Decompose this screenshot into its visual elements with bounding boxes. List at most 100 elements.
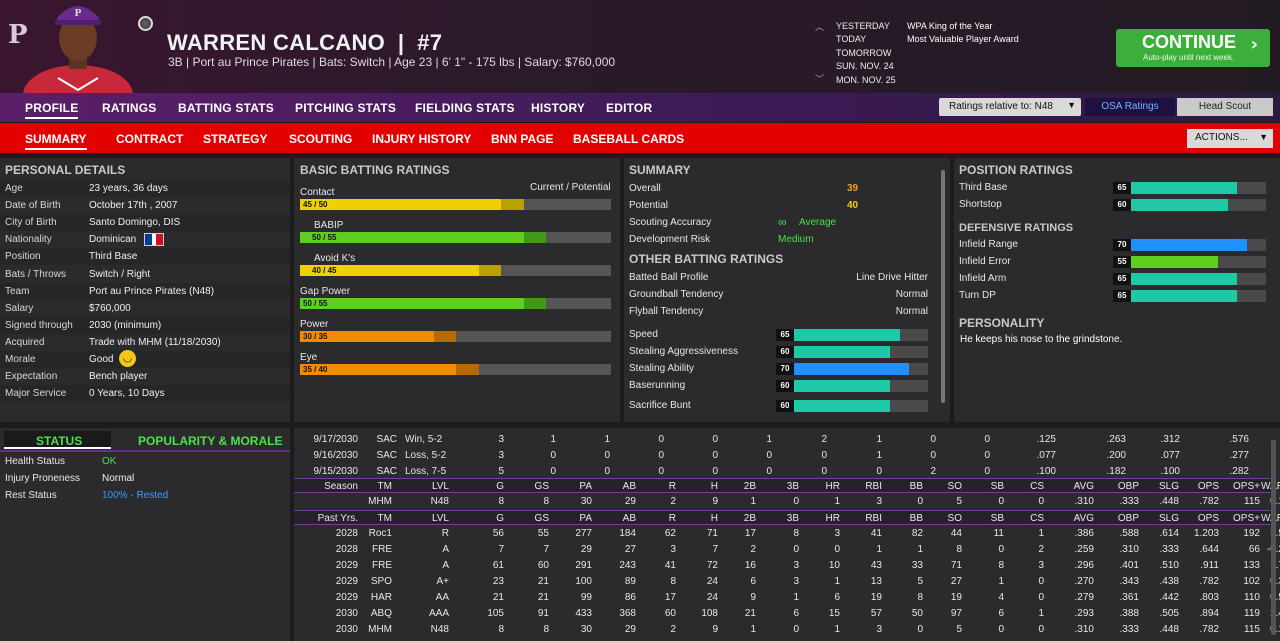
detail-label: Nationality	[5, 234, 52, 246]
stats-cell: 29	[624, 496, 636, 507]
tab-strategy[interactable]: STRATEGY	[203, 132, 268, 146]
actions-dropdown[interactable]: ACTIONS... ▼	[1187, 129, 1273, 148]
date-item[interactable]: TODAY	[836, 34, 867, 45]
tab-ratings[interactable]: RATINGS	[102, 101, 157, 115]
game-cell: 0	[712, 450, 718, 461]
date-item[interactable]: TOMORROW	[836, 47, 892, 58]
tab-profile[interactable]: PROFILE	[25, 101, 79, 119]
column-header: SLG	[1158, 481, 1179, 492]
stats-cell: 0	[793, 624, 799, 635]
stats-cell: 2	[1038, 544, 1044, 555]
ratings-relative-select[interactable]: Ratings relative to: N48 ▼	[939, 98, 1081, 116]
date-list[interactable]: YESTERDAY TODAY TOMORROW SUN. NOV. 24 MO…	[836, 20, 896, 87]
tab-summary[interactable]: SUMMARY	[25, 132, 87, 150]
detail-value: 0 Years, 10 Days	[89, 388, 165, 400]
stats-cell: 7	[712, 544, 718, 555]
column-header: R	[668, 481, 676, 492]
chevron-up-icon[interactable]: ︿	[815, 22, 825, 32]
stats-cell: 0	[998, 624, 1004, 635]
detail-value: Switch / Right	[89, 268, 151, 280]
detail-value: Good	[89, 354, 114, 365]
current-fill	[300, 364, 457, 375]
date-item[interactable]: YESTERDAY	[836, 21, 890, 31]
tab-fielding-stats[interactable]: FIELDING STATS	[415, 101, 515, 115]
date-item[interactable]: SUN. NOV. 24	[836, 61, 894, 72]
detail-value: Bench player	[89, 371, 148, 383]
stats-cell: 2030	[335, 624, 358, 635]
chevron-down-icon[interactable]: ﹀	[815, 74, 825, 84]
summary-title: SUMMARY	[629, 163, 691, 177]
head-scout-button[interactable]: Head Scout	[1177, 98, 1273, 116]
stats-cell: 19	[950, 592, 962, 603]
tab-scouting[interactable]: SCOUTING	[289, 132, 353, 146]
stats-cell: .386	[1074, 528, 1094, 539]
tab-status[interactable]: STATUS	[4, 431, 111, 449]
stats-cell: 60	[664, 608, 676, 619]
game-cell: .100	[1036, 466, 1056, 477]
status-label: Health Status	[5, 456, 66, 467]
game-cell: 5	[498, 466, 504, 477]
stats-scrollbar[interactable]	[1271, 440, 1276, 635]
detail-label: Age	[5, 183, 23, 194]
stats-row: 2029 FRE A 61 60 291 243 41 72 16 3 10 43 33 71 8 3 .296.…	[294, 558, 1280, 573]
detail-label: Major Service	[5, 388, 67, 400]
continue-button[interactable]: CONTINUE Auto-play until next week. ›	[1116, 29, 1270, 67]
column-header: HR	[825, 481, 840, 492]
status-row: Rest Status 100% - Rested	[0, 487, 290, 504]
stats-cell: 0	[998, 496, 1004, 507]
stats-cell: 8	[498, 496, 504, 507]
rating-value: 55	[1113, 256, 1131, 268]
stats-cell: 99	[580, 592, 592, 603]
team-logo: P	[8, 20, 28, 50]
stats-cell: 1	[917, 544, 923, 555]
stats-cell: .310	[1074, 624, 1094, 635]
tab-history[interactable]: HISTORY	[531, 101, 586, 115]
other-rating-value: Normal	[895, 306, 928, 317]
position-ratings-title: POSITION RATINGS	[959, 163, 1073, 177]
globe-icon[interactable]	[138, 16, 153, 31]
summary-scrollbar[interactable]	[941, 170, 945, 403]
tab-batting-stats[interactable]: BATTING STATS	[178, 101, 274, 115]
summary-panel: SUMMARY Overall 39 Potential 40 Scouting…	[624, 158, 950, 422]
column-header: OPS	[1197, 513, 1219, 524]
stats-row: 2028 Roc1 R 56 55 277 184 62 71 17 8 3 41 82 44 11 1.386…	[294, 526, 1280, 541]
stats-header-row: Past Yrs. TM LVL G GS PA AB R H 2B 3B HR RBI BB SO SB CS…	[294, 510, 1280, 525]
osa-ratings-button[interactable]: OSA Ratings	[1085, 98, 1175, 116]
stats-cell: 2	[670, 496, 676, 507]
tab-pitching-stats[interactable]: PITCHING STATS	[295, 101, 397, 115]
game-cell: 0	[712, 434, 718, 445]
detail-row: Morale Good ◡	[0, 350, 290, 368]
column-header: 3B	[786, 481, 799, 492]
batting-rating-label: BABIP	[314, 220, 344, 231]
column-header: G	[496, 481, 504, 492]
stats-cell: .782	[1199, 496, 1219, 507]
tab-bnn-page[interactable]: BNN PAGE	[491, 132, 554, 146]
tab-contract[interactable]: CONTRACT	[116, 132, 184, 146]
stats-cell: 0	[917, 624, 923, 635]
tab-popularity-morale[interactable]: POPULARITY & MORALE	[111, 431, 290, 449]
stats-cell: 7	[543, 544, 549, 555]
tab-editor[interactable]: EDITOR	[606, 101, 653, 115]
game-cell: 0	[876, 466, 882, 477]
other-rating-label: Flyball Tendency	[629, 306, 704, 317]
stats-cell: 1.203	[1193, 528, 1219, 539]
detail-row: Major Service 0 Years, 10 Days	[0, 385, 290, 403]
tab-baseball-cards[interactable]: BASEBALL CARDS	[573, 132, 685, 146]
rating-label: Baserunning	[629, 380, 686, 391]
stats-cell: .279	[1074, 592, 1094, 603]
stats-cell: 2028	[335, 544, 358, 555]
other-rating-value: Line Drive Hitter	[856, 272, 928, 283]
column-header: AVG	[1073, 481, 1094, 492]
award-list: WPA King of the Year Most Valuable Playe…	[907, 20, 1019, 47]
column-header: OBP	[1117, 513, 1139, 524]
date-item[interactable]: MON. NOV. 25	[836, 74, 896, 85]
stats-cell: 115	[1244, 624, 1260, 635]
stats-row: 2028 FRE A 7 7 29 27 3 7 2 0 0 1 1 8 0 2 .259 .310 .333 .644…	[294, 542, 1280, 557]
game-cell: .200	[1106, 450, 1126, 461]
tab-injury-history[interactable]: INJURY HISTORY	[372, 132, 472, 146]
batting-rating-label: Eye	[300, 352, 318, 363]
rating-badge: 45 / 50	[303, 200, 328, 209]
column-header: HR	[825, 513, 840, 524]
stats-cell: 0	[1038, 496, 1044, 507]
award-item: WPA King of the Year	[907, 21, 993, 31]
